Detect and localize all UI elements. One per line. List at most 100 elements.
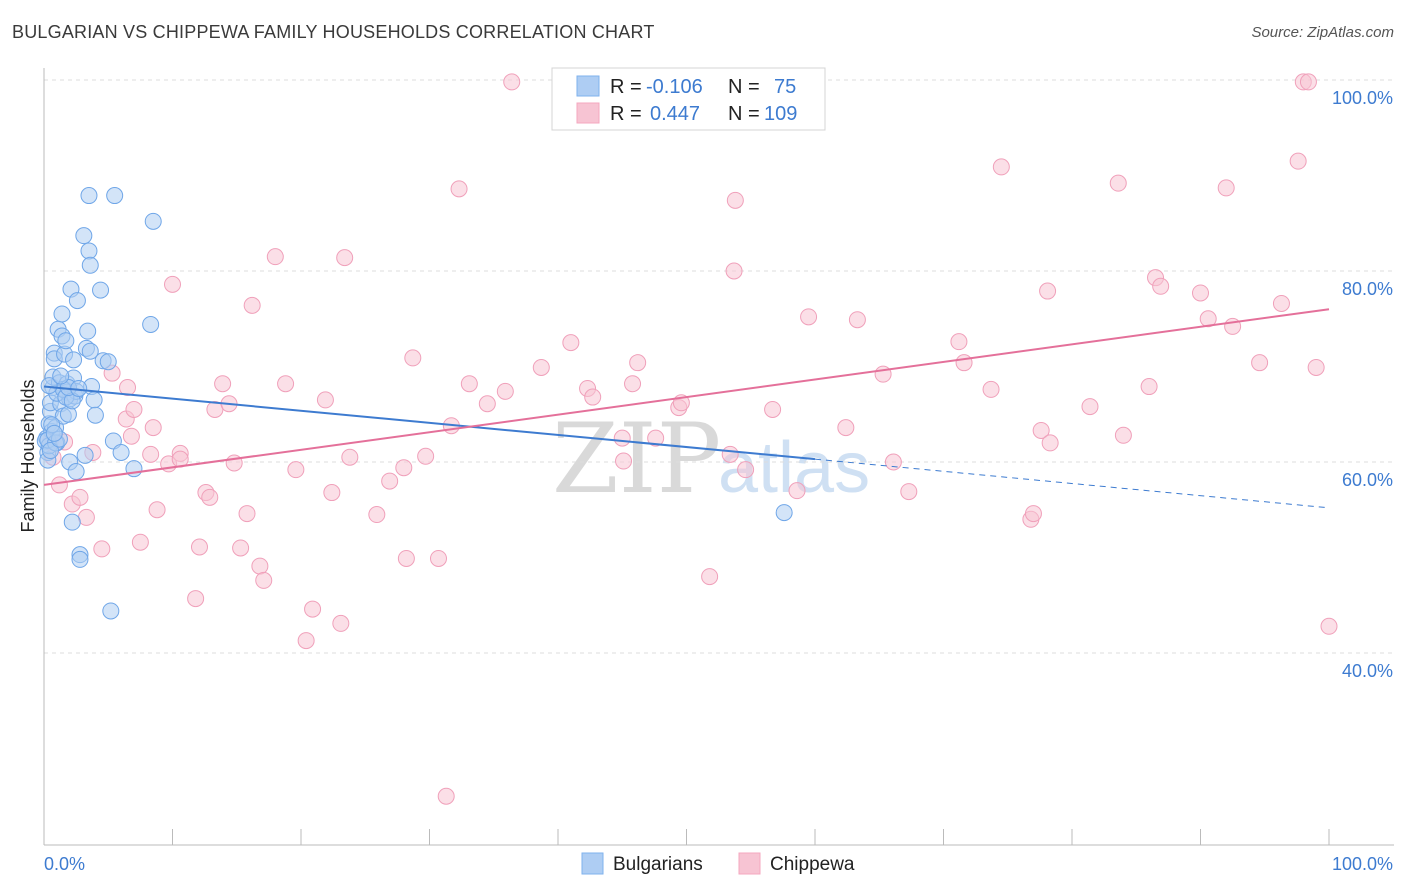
bulgarian-point <box>41 442 59 460</box>
chippewa-point <box>764 400 782 418</box>
chippewa-point <box>201 488 219 506</box>
chippewa-point <box>737 461 755 479</box>
bulgarian-point <box>67 463 85 481</box>
bulgarian-point <box>71 550 89 568</box>
bulgarian-point <box>79 322 97 340</box>
chippewa-point <box>417 447 435 465</box>
chippewa-point <box>584 388 602 406</box>
bulgarian-point <box>81 342 99 360</box>
series-swatch-chippewa <box>738 852 761 875</box>
chippewa-point <box>266 248 284 266</box>
legend-r-label-1: R = <box>610 76 642 98</box>
chippewa-point <box>478 395 496 413</box>
legend-swatch-bulgarians <box>576 75 600 97</box>
chippewa-point <box>395 459 413 477</box>
chippewa-point <box>190 538 208 556</box>
bulgarian-point <box>144 212 162 230</box>
chippewa-point <box>397 549 415 567</box>
bulgarian-point <box>142 315 160 333</box>
chippewa-point <box>503 73 521 91</box>
chippewa-point <box>304 600 322 618</box>
chippewa-point <box>1307 358 1325 376</box>
chippewa-point <box>142 445 160 463</box>
x-tick-labels: 0.0% 100.0% <box>44 854 1393 874</box>
bulgarians-trend-line <box>43 385 816 461</box>
chippewa-point <box>404 349 422 367</box>
chippewa-point <box>701 568 719 586</box>
chippewa-point <box>647 429 665 447</box>
chippewa-point <box>119 379 137 397</box>
series-swatch-bulgarians <box>581 852 604 875</box>
data-points <box>36 73 1338 805</box>
chippewa-point <box>1272 294 1290 312</box>
chippewa-point <box>624 375 642 393</box>
bulgarian-point <box>775 504 793 522</box>
x-ticks <box>172 829 1330 845</box>
chippewa-point <box>848 311 866 329</box>
chippewa-point <box>1140 378 1158 396</box>
legend-n-label-1: N = <box>728 76 760 98</box>
bulgarian-point <box>45 424 63 442</box>
chippewa-point <box>71 488 89 506</box>
chippewa-point <box>429 549 447 567</box>
chippewa-point <box>93 540 111 558</box>
chippewa-point <box>884 453 902 471</box>
legend-r-value-bulgarians: -0.106 <box>646 76 703 98</box>
gridlines <box>44 79 1394 654</box>
chippewa-point <box>562 334 580 352</box>
chippewa-point <box>1114 426 1132 444</box>
chippewa-point <box>613 429 631 447</box>
chippewa-point <box>148 501 166 519</box>
chippewa-point <box>1081 398 1099 416</box>
legend-r-label-2: R = <box>610 103 642 125</box>
chippewa-point <box>316 391 334 409</box>
y-tick-label: 40.0% <box>1342 661 1393 681</box>
legend-n-value-bulgarians: 75 <box>774 76 796 98</box>
chippewa-point <box>788 482 806 500</box>
chippewa-point <box>615 452 633 470</box>
chippewa-point <box>243 296 261 314</box>
chippewa-point <box>1039 282 1057 300</box>
bulgarian-point <box>102 602 120 620</box>
bulgarian-point <box>81 256 99 274</box>
trend-lines <box>43 308 1330 509</box>
chippewa-point <box>323 484 341 502</box>
chippewa-point <box>1320 617 1338 635</box>
bulgarian-point <box>76 446 94 464</box>
chippewa-point <box>131 533 149 551</box>
legend-n-label-2: N = <box>728 103 760 125</box>
chippewa-point <box>1032 421 1050 439</box>
chippewa-point <box>721 445 739 463</box>
bulgarian-point <box>65 351 83 369</box>
legend-r-value-chippewa: 0.447 <box>650 103 700 125</box>
series-legend: Bulgarians Chippewa <box>581 852 855 875</box>
chippewa-point <box>1041 434 1059 452</box>
chippewa-point <box>287 461 305 479</box>
chippewa-point <box>1024 505 1042 523</box>
chippewa-point <box>800 308 818 326</box>
source-credit: Source: ZipAtlas.com <box>1251 24 1394 41</box>
chippewa-point <box>950 333 968 351</box>
chippewa-point <box>368 506 386 524</box>
series-label-bulgarians: Bulgarians <box>613 854 703 875</box>
bulgarian-point <box>68 292 86 310</box>
bulgarian-point <box>53 305 71 323</box>
bulgarian-point <box>92 281 110 299</box>
chart-title: BULGARIAN VS CHIPPEWA FAMILY HOUSEHOLDS … <box>12 22 655 42</box>
chippewa-point <box>50 476 68 494</box>
chippewa-point <box>251 557 269 575</box>
bulgarian-point <box>80 242 98 260</box>
bulgarian-point <box>86 406 104 424</box>
chippewa-point <box>232 539 250 557</box>
bulgarian-point <box>99 353 117 371</box>
y-axis-title: Family Households <box>18 379 38 532</box>
chippewa-point <box>726 191 744 209</box>
chippewa-point <box>144 419 162 437</box>
series-label-chippewa: Chippewa <box>770 854 855 875</box>
chippewa-point <box>238 505 256 523</box>
chippewa-trend-line <box>43 308 1330 486</box>
chippewa-point <box>1192 284 1209 302</box>
chippewa-point <box>1299 73 1317 91</box>
y-tick-label: 60.0% <box>1342 470 1393 490</box>
chippewa-point <box>1289 152 1307 170</box>
